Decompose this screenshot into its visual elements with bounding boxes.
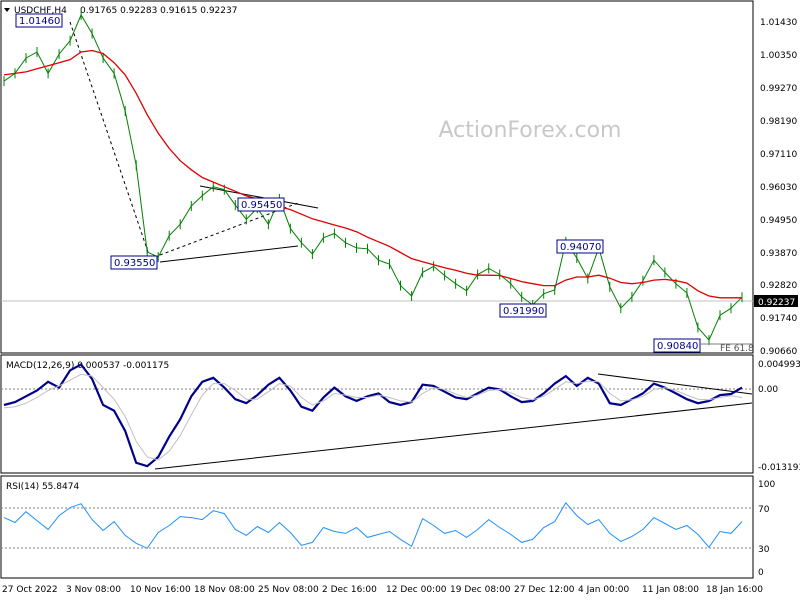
rsi-series-layer (3, 501, 743, 549)
y-tick-label: 100 (758, 480, 775, 490)
price-panel-frame (0, 0, 754, 354)
fe-label: FE 61.8 (720, 344, 754, 354)
x-tick-label: 11 Jan 08:00 (642, 585, 699, 595)
fib-dashed-line-2 (159, 202, 299, 256)
y-tick-label: 30 (758, 545, 770, 555)
price-series-line (3, 49, 742, 299)
y-tick-label: 0.00 (758, 385, 778, 395)
rsi-label: RSI(14) 55.8474 (6, 482, 79, 492)
x-tick-label: 19 Dec 08:00 (450, 585, 511, 595)
price-label-text: 0.93550 (114, 258, 155, 269)
macd-series-layer (3, 363, 743, 468)
y-tick-label: 0.92820 (760, 281, 797, 291)
x-tick-label: 18 Jan 16:00 (706, 585, 763, 595)
price-label-4: 0.94070 (556, 239, 604, 254)
triangle-lower-trendline (159, 245, 299, 263)
price-label-box (653, 338, 701, 353)
x-tick-label: 10 Nov 16:00 (130, 585, 191, 595)
price-series-layer (3, 9, 743, 346)
ohlc-values: 0.91765 0.92283 0.91615 0.92237 (80, 6, 237, 16)
x-tick-label: 4 Jan 00:00 (578, 585, 630, 595)
price-label-5: 0.91990 (499, 303, 547, 318)
price-label-6: 0.90840 (653, 338, 701, 353)
price-label-text: 0.91990 (503, 306, 544, 317)
rsi-panel-frame (0, 475, 754, 579)
price-label-text: 0.94070 (560, 242, 601, 253)
macd-label: MACD(12,26,9) 0.000537 -0.001175 (6, 361, 169, 371)
y-tick-label: 0.98190 (760, 117, 797, 127)
current-price-badge (754, 295, 798, 307)
x-tick-label: 3 Nov 08:00 (66, 585, 121, 595)
y-tick-label: 70 (758, 505, 770, 515)
price-label-box (110, 255, 158, 270)
price-label-1: 1.01460 (15, 13, 63, 28)
price-series-line (3, 13, 743, 342)
macd-support-trendline (154, 402, 753, 470)
rsi-series-line (3, 501, 743, 549)
triangle-upper-trendline (199, 185, 319, 209)
x-tick-label: 12 Dec 00:00 (386, 585, 447, 595)
fib-dashed-line-1 (69, 21, 149, 253)
y-tick-label: 1.01430 (760, 18, 797, 28)
price-label-box (556, 239, 604, 254)
x-axis: 27 Oct 2022 3 Nov 08:00 10 Nov 16:00 18 … (2, 585, 763, 595)
y-tick-label: 0.99270 (760, 84, 797, 94)
macd-series-line (3, 363, 743, 468)
price-label-2: 0.93550 (110, 255, 158, 270)
symbol-label: USDCHF,H4 (14, 6, 67, 16)
y-tick-label: 0.96030 (760, 183, 797, 193)
macd-resistance-trendline (597, 373, 753, 395)
price-label-box (237, 197, 285, 212)
current-price-text: 0.92237 (758, 298, 795, 308)
y-tick-label: 0.004993 (758, 360, 800, 370)
macd-y-axis: 0.004993 0.00 -0.013193 (758, 360, 800, 473)
x-tick-label: 18 Nov 08:00 (194, 585, 255, 595)
price-trendlines (69, 21, 319, 263)
macd-series-line (3, 373, 743, 461)
x-tick-label: 25 Nov 08:00 (258, 585, 319, 595)
price-label-box (15, 13, 63, 28)
price-label-text: 0.95450 (241, 200, 282, 211)
y-tick-label: 1.00350 (760, 51, 797, 61)
y-tick-label: 0.93870 (760, 249, 797, 259)
price-label-3: 0.95450 (237, 197, 285, 212)
collapse-triangle-icon[interactable] (4, 8, 10, 12)
y-tick-label: 0.94950 (760, 216, 797, 226)
macd-trendlines (154, 373, 753, 470)
price-y-axis: 1.01430 1.00350 0.99270 0.98190 0.97110 … (760, 18, 797, 357)
y-tick-label: 0 (758, 568, 764, 578)
x-tick-label: 27 Dec 12:00 (514, 585, 575, 595)
price-label-text: 1.01460 (19, 16, 60, 27)
price-label-box (499, 303, 547, 318)
x-tick-label: 2 Dec 16:00 (322, 585, 377, 595)
macd-panel-frame (0, 354, 754, 474)
price-label-text: 0.90840 (657, 341, 698, 352)
x-tick-label: 27 Oct 2022 (2, 585, 58, 595)
y-tick-label: -0.013193 (758, 463, 800, 473)
y-tick-label: 0.91740 (760, 314, 797, 324)
watermark: ActionForex.com (439, 118, 622, 143)
y-tick-label: 0.90660 (760, 347, 797, 357)
rsi-y-axis: 100 70 30 0 (758, 480, 775, 578)
y-tick-label: 0.97110 (760, 150, 797, 160)
